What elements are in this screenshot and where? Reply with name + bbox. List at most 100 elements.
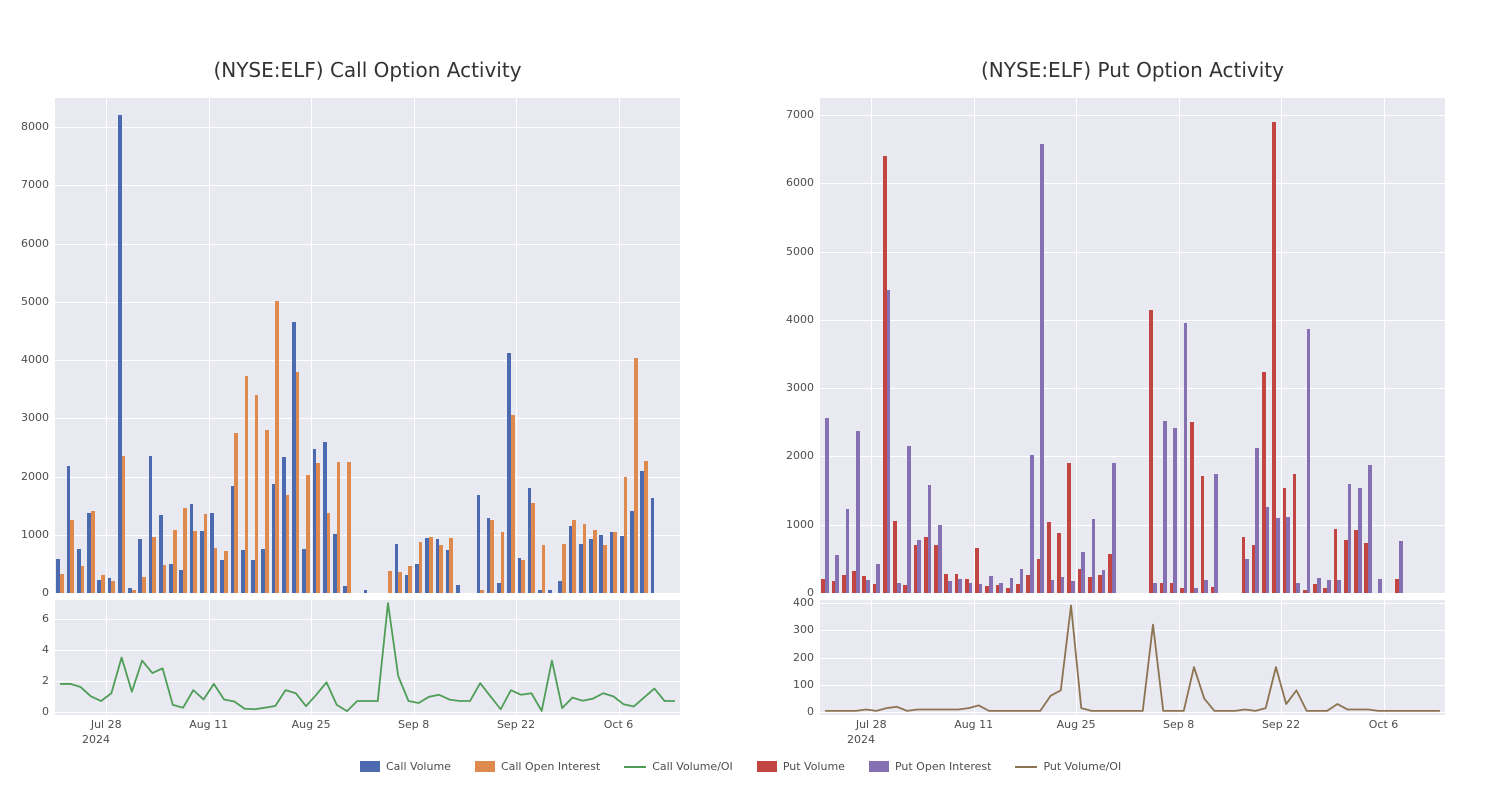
call-bar [429,537,433,593]
put-bar [948,581,952,593]
legend-swatch-rect [475,761,495,772]
call-bar [634,358,638,593]
call-bar [398,572,402,593]
put-bar [1153,583,1157,593]
put-bar [1184,323,1188,593]
call-bar [408,566,412,593]
y-tick-label: 4 [5,643,49,656]
call-bar [275,301,279,593]
call-bar [224,551,228,593]
y-tick-label: 1000 [5,528,49,541]
put-bar [897,583,901,593]
gridline [820,115,1445,116]
call-bar [183,508,187,593]
call-bar [306,475,310,593]
x-tick-label: Jul 28 [821,718,921,731]
call-bar [548,590,552,593]
gridline [414,98,415,593]
right-title: (NYSE:ELF) Put Option Activity [820,58,1445,82]
y-tick-label: 0 [5,586,49,599]
put-bar [1163,421,1167,593]
right-bar-axes: 01000200030004000500060007000 [820,98,1445,593]
gridline [974,98,975,593]
call-bar [122,456,126,593]
put-bar [1173,428,1177,593]
legend-item: Call Volume/OI [624,760,733,773]
call-bar [316,463,320,593]
put-bar [1214,474,1218,593]
gridline [55,360,680,361]
y-tick-label: 6 [5,612,49,625]
put-bar [907,446,911,593]
y-tick-label: 8000 [5,120,49,133]
put-bar [1102,570,1106,593]
call-bar [562,544,566,594]
y-tick-label: 300 [770,623,814,636]
left-year-label: 2024 [82,733,110,746]
call-bar [337,462,341,593]
gridline [1076,98,1077,593]
call-bar [91,511,95,593]
gridline [516,98,517,593]
call-bar [193,531,197,593]
gridline [820,320,1445,321]
right-line-axes: 0100200300400 [820,600,1445,715]
call-bar [245,376,249,593]
legend-item: Call Open Interest [475,760,600,773]
call-bar [501,532,505,593]
legend-label: Put Volume [783,760,845,773]
legend-swatch-rect [869,761,889,772]
put-bar [1194,588,1198,593]
call-bar [419,542,423,593]
call-bar [142,577,146,593]
put-bar [1286,517,1290,593]
put-bar [1020,569,1024,593]
call-bar [490,520,494,593]
legend-swatch-rect [757,761,777,772]
y-tick-label: 0 [5,705,49,718]
put-bar [1266,507,1270,593]
legend-label: Call Volume [386,760,451,773]
call-bar [583,524,587,593]
put-bar [1348,484,1352,593]
y-tick-label: 400 [770,596,814,609]
call-bar [327,513,331,593]
gridline [55,185,680,186]
gridline [1179,98,1180,593]
call-bar [477,495,481,593]
put-bar [938,525,942,593]
put-bar [917,540,921,593]
call-bar [593,530,597,593]
put-bar [1030,455,1034,593]
gridline [55,302,680,303]
y-tick-label: 2 [5,674,49,687]
call-bar [286,495,290,593]
gridline [871,98,872,593]
put-bar [1327,580,1331,593]
put-bar [825,418,829,593]
y-tick-label: 1000 [770,518,814,531]
y-tick-label: 2000 [5,470,49,483]
put-bar [928,485,932,593]
gridline [619,98,620,593]
put-bar [1368,465,1372,593]
call-bar [572,520,576,593]
call-bar [521,560,525,593]
put-bar [1067,463,1071,593]
y-tick-label: 2000 [770,449,814,462]
call-bar [173,530,177,593]
gridline [820,388,1445,389]
legend-swatch-rect [360,761,380,772]
put-bar [893,521,897,593]
call-bar [613,532,617,593]
put-bar [1276,518,1280,593]
x-tick-label: Sep 22 [1231,718,1331,731]
put-bar [1358,488,1362,593]
put-bar [1092,519,1096,593]
gridline [820,183,1445,184]
y-tick-label: 3000 [770,381,814,394]
call-bar [624,477,628,593]
gridline [820,456,1445,457]
put-bar [1204,580,1208,593]
call-bar [511,415,515,593]
